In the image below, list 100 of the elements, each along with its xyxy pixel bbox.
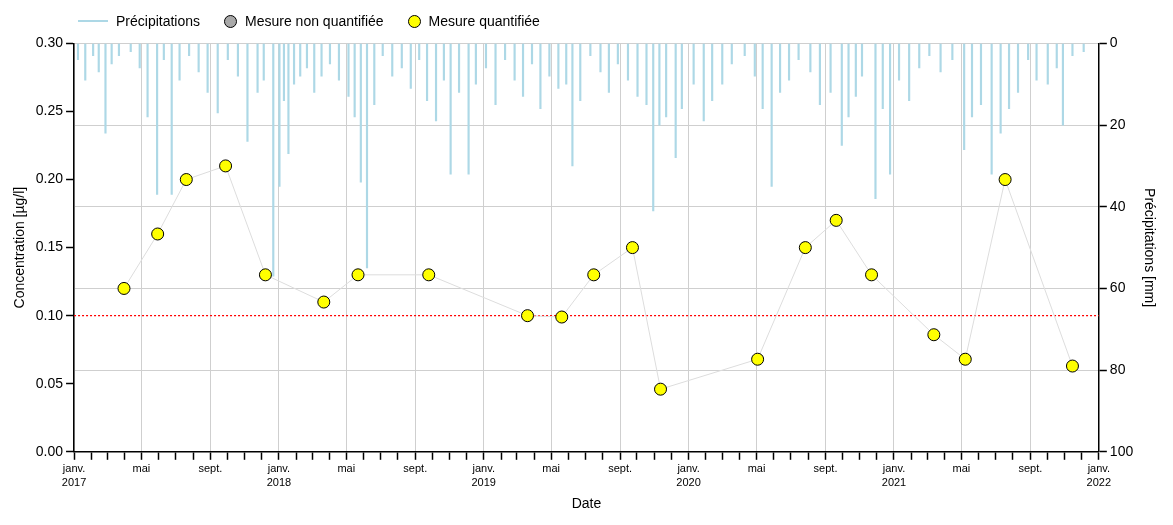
bar — [299, 43, 302, 77]
legend-label: Mesure non quantifiée — [245, 13, 384, 29]
x-tick-label: janv. 2018 — [266, 462, 292, 488]
y2-tick-label: 20 — [1109, 115, 1126, 132]
x-tick-label: janv. 2017 — [61, 462, 87, 488]
bar — [146, 43, 149, 118]
bar — [874, 43, 877, 199]
x-tick-label: janv. 2020 — [676, 462, 701, 488]
y2-tick-label: 40 — [1109, 197, 1126, 214]
x-tick-label: mai — [132, 462, 151, 475]
x-tick-label: sept. — [608, 462, 633, 475]
point — [219, 159, 233, 173]
point — [654, 382, 668, 396]
bar — [963, 43, 966, 150]
y-tick-label: 0.20 — [35, 170, 64, 187]
bar — [626, 43, 630, 81]
bar — [156, 43, 159, 195]
bar — [1055, 43, 1058, 69]
point — [998, 173, 1012, 187]
bar — [860, 43, 864, 77]
legend-label: Mesure quantifiée — [428, 13, 540, 29]
y-tick-label: 0.25 — [35, 102, 64, 119]
bar — [484, 43, 488, 69]
bar — [829, 43, 832, 93]
bar — [1046, 43, 1049, 85]
bar — [1071, 43, 1074, 56]
bar — [680, 43, 683, 110]
bar — [320, 43, 323, 77]
x-tick-label: sept. — [403, 462, 428, 475]
bar — [449, 43, 452, 175]
legend-label: Précipitations — [116, 13, 201, 29]
bar — [908, 43, 911, 101]
y-tick-label: 0.10 — [35, 306, 64, 323]
bar — [328, 43, 332, 65]
y2-tick-label: 100 — [1109, 442, 1134, 459]
bar — [840, 43, 843, 146]
y2-tick-label: 0 — [1109, 34, 1118, 51]
bar — [548, 43, 551, 77]
bar — [1016, 43, 1020, 93]
point — [1065, 359, 1079, 373]
bar — [170, 43, 173, 195]
bar — [292, 43, 296, 85]
x-tick-label: janv. 2022 — [1086, 462, 1112, 488]
bar — [645, 43, 648, 105]
bar — [391, 43, 394, 77]
bar — [521, 43, 525, 97]
bar — [305, 43, 309, 69]
bar — [665, 43, 668, 118]
bar — [753, 43, 756, 77]
point — [751, 352, 765, 366]
bar — [565, 43, 568, 85]
y-tick-label: 0.05 — [35, 374, 64, 391]
x-tick-label: janv. 2019 — [471, 462, 496, 488]
point — [798, 241, 812, 255]
x-tick-label: janv. 2021 — [881, 462, 907, 488]
bar — [818, 43, 821, 105]
x-tick-label: sept. — [813, 462, 838, 475]
bar — [347, 43, 350, 97]
bar — [787, 43, 791, 81]
x-axis-title: Date — [571, 495, 602, 512]
bar — [761, 43, 764, 110]
x-tick-label: mai — [337, 462, 356, 475]
bar — [847, 43, 850, 118]
bar — [262, 43, 265, 81]
point — [351, 268, 365, 282]
bar — [494, 43, 497, 105]
y2-tick-label: 80 — [1109, 360, 1126, 377]
bar — [999, 43, 1002, 134]
bar — [272, 43, 275, 277]
bar — [97, 43, 100, 73]
bar — [990, 43, 993, 175]
bar — [539, 43, 542, 110]
y2-tick-label: 60 — [1109, 279, 1126, 296]
point — [521, 309, 535, 323]
point — [625, 241, 639, 255]
bar — [287, 43, 290, 154]
bar — [616, 43, 619, 65]
bar — [897, 43, 901, 81]
bar — [256, 43, 259, 93]
y-tick-label: 0.00 — [35, 442, 64, 459]
bar — [197, 43, 200, 73]
bar — [854, 43, 857, 97]
bar — [530, 43, 534, 65]
bar — [138, 43, 141, 69]
bar — [216, 43, 219, 114]
point — [317, 295, 331, 309]
bar — [809, 43, 812, 73]
x-tick-label: mai — [542, 462, 560, 475]
bar — [1007, 43, 1011, 110]
bar — [365, 43, 369, 269]
bar — [1061, 43, 1064, 126]
bar — [400, 43, 403, 69]
bar — [373, 43, 376, 105]
bar — [1035, 43, 1038, 81]
bar — [474, 43, 477, 85]
bar — [434, 43, 438, 122]
bar — [636, 43, 639, 97]
bar — [721, 43, 724, 85]
bar — [770, 43, 773, 187]
bar — [571, 43, 574, 167]
